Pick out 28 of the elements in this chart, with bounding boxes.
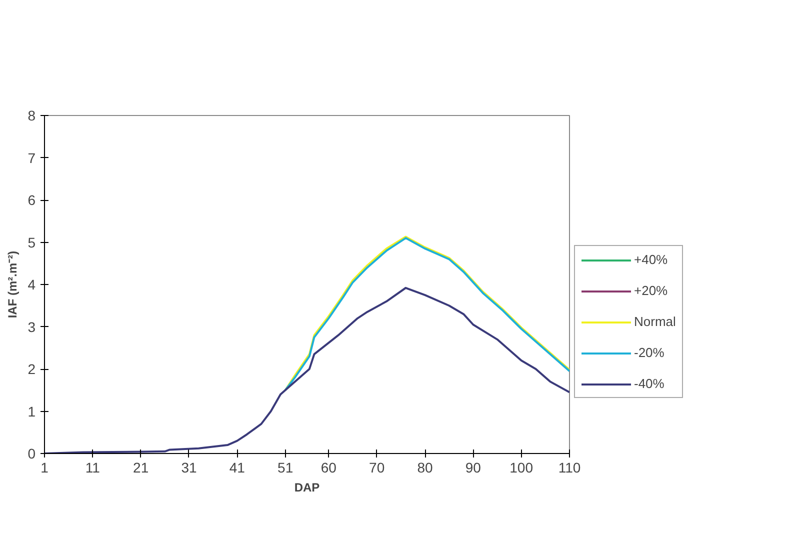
y-tick-label: 1	[28, 403, 36, 420]
x-tick-label: 90	[465, 460, 482, 476]
y-tick-label: 8	[28, 108, 36, 124]
y-tick-label: 6	[28, 192, 36, 208]
x-tick-label: 1	[40, 460, 49, 476]
y-tick-label: 5	[28, 234, 36, 250]
y-tick-label: 0	[28, 446, 36, 462]
x-tick-label: 100	[510, 460, 534, 476]
legend-label: -40%	[634, 376, 664, 391]
x-tick-label: 21	[133, 460, 149, 476]
legend-label: Normal	[634, 314, 676, 329]
legend-label: +40%	[634, 252, 668, 267]
x-tick-label: 80	[417, 460, 434, 476]
legend-label: +20%	[634, 283, 668, 298]
x-tick-label: 41	[229, 460, 246, 476]
x-axis-title: DAP	[294, 480, 320, 494]
x-tick-label: 110	[558, 460, 581, 476]
x-tick-label: 31	[181, 460, 197, 476]
x-tick-label: 70	[369, 460, 385, 476]
y-tick-label: 4	[28, 276, 36, 292]
x-tick-label: 11	[85, 460, 100, 476]
y-axis-title: IAF (m².m⁻²)	[6, 250, 20, 318]
x-tick-label: 60	[320, 460, 337, 476]
x-tick-label: 51	[278, 460, 294, 476]
y-tick-label: 7	[28, 150, 36, 166]
y-tick-label: 2	[28, 361, 36, 377]
legend-label: -20%	[634, 345, 664, 360]
y-tick-label: 3	[28, 318, 36, 335]
